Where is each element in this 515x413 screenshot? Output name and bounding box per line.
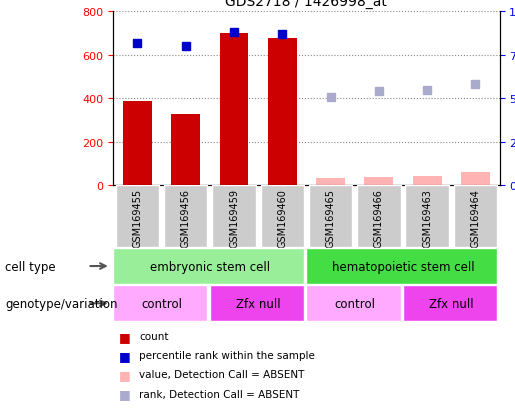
Text: GSM169466: GSM169466 — [374, 188, 384, 247]
Bar — [364, 177, 393, 186]
Bar — [309, 186, 352, 248]
Bar — [357, 186, 401, 248]
Bar — [164, 186, 208, 248]
Text: GSM169464: GSM169464 — [470, 188, 480, 247]
Text: control: control — [334, 297, 375, 310]
Bar — [219, 34, 248, 186]
Bar — [413, 176, 441, 186]
Bar — [268, 38, 297, 186]
Text: value, Detection Call = ABSENT: value, Detection Call = ABSENT — [139, 370, 304, 380]
Bar — [454, 186, 497, 248]
Bar — [123, 101, 152, 186]
Bar — [306, 249, 497, 284]
Text: genotype/variation: genotype/variation — [5, 297, 117, 310]
Bar — [171, 114, 200, 186]
Text: ■: ■ — [118, 330, 130, 343]
Text: GSM169460: GSM169460 — [277, 188, 287, 247]
Bar — [261, 186, 304, 248]
Text: Zfx null: Zfx null — [236, 297, 281, 310]
Bar — [113, 286, 208, 321]
Text: GSM169455: GSM169455 — [132, 188, 143, 247]
Text: rank, Detection Call = ABSENT: rank, Detection Call = ABSENT — [139, 389, 299, 399]
Bar — [212, 186, 256, 248]
Text: GSM169456: GSM169456 — [181, 188, 191, 247]
Text: GSM169459: GSM169459 — [229, 188, 239, 247]
Text: count: count — [139, 332, 168, 342]
Bar — [316, 178, 345, 186]
Text: cell type: cell type — [5, 260, 56, 273]
Text: ■: ■ — [118, 349, 130, 362]
Text: percentile rank within the sample: percentile rank within the sample — [139, 351, 315, 361]
Bar — [306, 286, 401, 321]
Title: GDS2718 / 1426998_at: GDS2718 / 1426998_at — [226, 0, 387, 9]
Bar — [116, 186, 159, 248]
Text: control: control — [141, 297, 182, 310]
Bar — [113, 249, 304, 284]
Text: GSM169463: GSM169463 — [422, 188, 432, 247]
Text: embryonic stem cell: embryonic stem cell — [150, 260, 270, 273]
Text: ■: ■ — [118, 387, 130, 400]
Bar — [210, 286, 304, 321]
Text: Zfx null: Zfx null — [429, 297, 474, 310]
Bar — [461, 173, 490, 186]
Bar — [403, 286, 497, 321]
Text: ■: ■ — [118, 368, 130, 381]
Text: GSM169465: GSM169465 — [325, 188, 336, 247]
Bar — [405, 186, 449, 248]
Text: hematopoietic stem cell: hematopoietic stem cell — [332, 260, 474, 273]
